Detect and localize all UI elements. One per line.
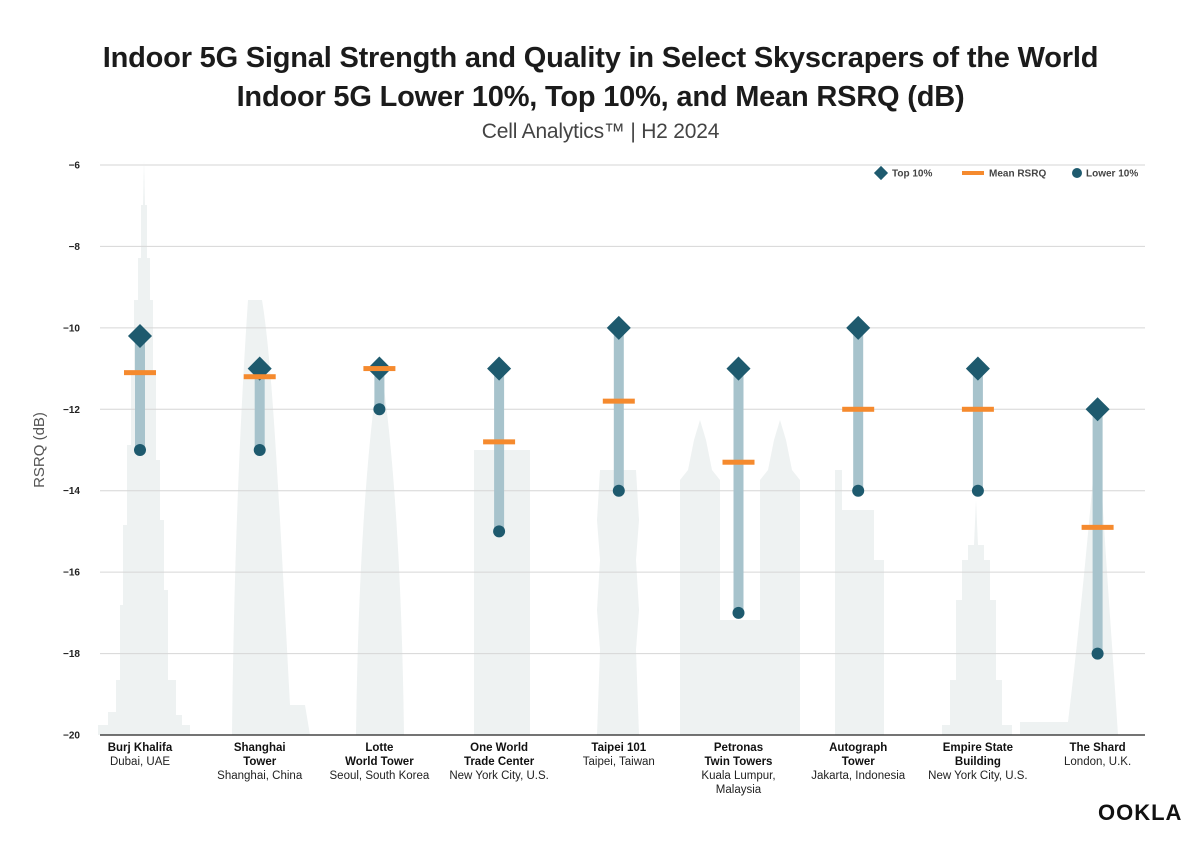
mean-marker [124,370,156,376]
building-silhouette [680,420,800,735]
building-silhouette [597,470,639,735]
building-silhouette [1020,420,1118,735]
top-10-point [127,323,153,349]
lower-10-point [852,484,865,497]
category-location: Seoul, South Korea [330,770,430,782]
y-tick-label: −8 [69,242,81,253]
y-tick-label: −20 [63,731,80,742]
range-bar [135,336,145,450]
category-name: Tower [243,756,277,768]
top-10-point [487,356,512,381]
category-name: Trade Center [464,756,535,768]
mean-marker [722,459,755,465]
mean-marker [1081,524,1114,530]
building-silhouette [232,300,310,735]
building-silhouette [942,500,1012,735]
category-name: Tower [842,756,876,768]
y-tick-label: −18 [63,649,80,660]
legend-top-icon [873,165,889,181]
category-name: One World [470,742,528,754]
mean-marker [961,406,994,412]
lower-10-point [1091,647,1104,660]
mean-marker [602,398,635,404]
category-name: Petronas [714,742,763,754]
category-location: Shanghai, China [217,770,303,782]
legend-mean-label: Mean RSRQ [989,169,1046,180]
mean-marker [483,439,516,445]
category-name: Twin Towers [705,756,773,768]
category-name: World Tower [345,756,414,768]
y-tick-label: −12 [63,405,80,416]
top-10-point [726,356,751,381]
chart-subtitle: Indoor 5G Lower 10%, Top 10%, and Mean R… [236,81,965,113]
category-location: New York City, U.S. [928,770,1028,782]
range-bar [254,368,265,450]
lower-10-point [612,484,625,497]
range-bar [733,368,744,613]
y-axis-label: RSRQ (dB) [31,412,48,488]
category-name: Burj Khalifa [108,742,173,754]
range-bar [494,368,505,532]
mean-marker [842,406,875,412]
building-silhouette [474,450,530,735]
category-name: Shanghai [234,742,286,754]
top-10-point [606,315,631,340]
range-bar [972,368,983,491]
y-tick-label: −16 [63,568,80,579]
top-10-point [846,315,871,340]
y-tick-label: −10 [63,323,80,334]
category-location: London, U.K. [1064,756,1131,768]
range-bar [374,368,385,410]
legend-lower-icon [1072,168,1082,178]
category-location: Jakarta, Indonesia [811,770,906,782]
top-10-point [965,356,990,381]
legend-mean-icon [962,171,984,175]
category-location: Taipei, Taiwan [583,756,655,768]
legend-top-label: Top 10% [892,169,932,180]
y-tick-label: −6 [69,161,81,172]
ookla-logo: OOKLA [1098,800,1183,825]
category-name: Autograph [829,742,887,754]
category-location: Kuala Lumpur, [701,770,775,782]
lower-10-point [373,403,386,416]
category-location: Dubai, UAE [110,756,170,768]
lower-10-point [493,525,506,538]
y-tick-label: −14 [63,486,80,497]
mean-marker [243,374,276,380]
category-name: Empire State [943,742,1013,754]
range-bar [613,327,624,491]
category-name: Building [955,756,1001,768]
mean-marker [363,366,396,372]
lower-10-point [253,444,266,456]
category-name: The Shard [1069,742,1125,754]
lower-10-point [134,444,146,456]
category-name: Taipei 101 [591,742,646,754]
chart-title: Indoor 5G Signal Strength and Quality in… [102,42,1099,74]
category-location: Malaysia [716,784,762,796]
legend-lower-label: Lower 10% [1086,169,1138,180]
category-location: New York City, U.S. [449,770,549,782]
top-10-point [1085,397,1110,422]
lower-10-point [971,484,984,497]
building-silhouette [356,360,404,735]
building-silhouette [835,470,884,735]
category-name: Lotte [365,742,393,754]
lower-10-point [732,606,745,619]
source-line: Cell Analytics™ | H2 2024 [481,120,720,143]
range-bar [1092,409,1103,654]
legend: Top 10% Mean RSRQ Lower 10% [873,165,1138,181]
